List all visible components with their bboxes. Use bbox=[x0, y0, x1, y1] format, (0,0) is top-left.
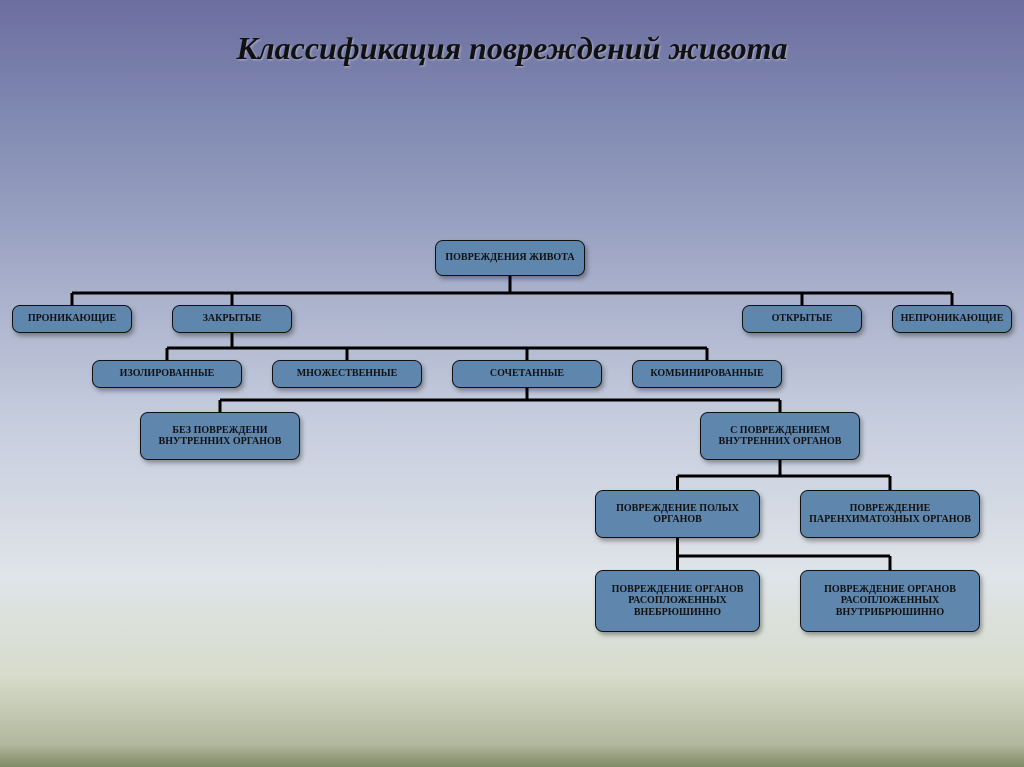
node-comb: КОМБИНИРОВАННЫЕ bbox=[632, 360, 782, 388]
node-iso: ИЗОЛИРОВАННЫЕ bbox=[92, 360, 242, 388]
node-intra: ПОВРЕЖДЕНИЕ ОРГАНОВ РАСОПЛОЖЕННЫХ ВНУТРИ… bbox=[800, 570, 980, 632]
node-hollow: ПОВРЕЖДЕНИЕ ПОЛЫХ ОРГАНОВ bbox=[595, 490, 760, 538]
node-root: ПОВРЕЖДЕНИЯ ЖИВОТА bbox=[435, 240, 585, 276]
node-conc: СОЧЕТАННЫЕ bbox=[452, 360, 602, 388]
node-mult: МНОЖЕСТВЕННЫЕ bbox=[272, 360, 422, 388]
node-open: ОТКРЫТЫЕ bbox=[742, 305, 862, 333]
node-pen: ПРОНИКАЮЩИЕ bbox=[12, 305, 132, 333]
node-closed: ЗАКРЫТЫЕ bbox=[172, 305, 292, 333]
node-nonpen: НЕПРОНИКАЮЩИЕ bbox=[892, 305, 1012, 333]
page-title: Классификация повреждений живота bbox=[0, 30, 1024, 67]
node-paren: ПОВРЕЖДЕНИЕ ПАРЕНХИМАТОЗНЫХ ОРГАНОВ bbox=[800, 490, 980, 538]
node-extra: ПОВРЕЖДЕНИЕ ОРГАНОВ РАСОПЛОЖЕННЫХ ВНЕБРЮ… bbox=[595, 570, 760, 632]
node-withinj: С ПОВРЕЖДЕНИЕМ ВНУТРЕННИХ ОРГАНОВ bbox=[700, 412, 860, 460]
slide-canvas: Классификация повреждений живота ПОВРЕЖД… bbox=[0, 0, 1024, 767]
node-noinj: БЕЗ ПОВРЕЖДЕНИ ВНУТРЕННИХ ОРГАНОВ bbox=[140, 412, 300, 460]
